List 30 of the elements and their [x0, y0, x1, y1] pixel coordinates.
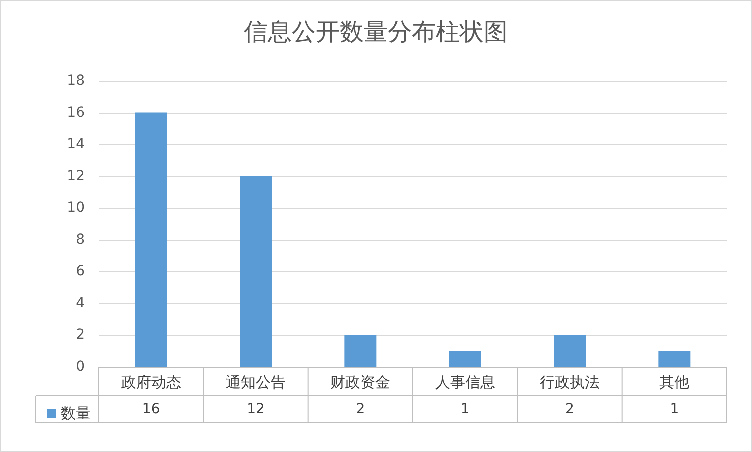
y-tick-label: 0: [76, 359, 85, 375]
bar: [449, 351, 482, 367]
bar: [554, 335, 586, 367]
data-label: 2: [566, 402, 574, 418]
data-label: 16: [142, 402, 160, 418]
data-label: 12: [247, 402, 265, 418]
x-tick-label: 其他: [660, 374, 690, 392]
data-label: 2: [356, 402, 366, 418]
y-tick-label: 14: [67, 136, 86, 153]
y-tick-label: 18: [67, 73, 85, 89]
bar: [135, 112, 168, 367]
x-tick-label: 政府动态: [121, 374, 182, 392]
y-tick-label: 10: [67, 200, 85, 216]
y-tick-label: 4: [76, 295, 86, 312]
y-tick-label: 6: [76, 264, 86, 280]
bar: [240, 176, 272, 367]
y-tick-label: 12: [67, 168, 85, 184]
y-tick-label: 8: [76, 232, 85, 248]
data-label: 1: [670, 402, 680, 418]
x-tick-label: 通知公告: [226, 374, 286, 392]
bar: [344, 335, 377, 367]
data-label: 1: [460, 402, 470, 418]
x-tick-label: 行政执法: [540, 374, 600, 392]
x-tick-label: 财政资金: [330, 374, 391, 392]
x-tick-label: 人事信息: [435, 374, 496, 392]
chart-title: 信息公开数量分布柱状图: [244, 18, 508, 46]
legend-label: 数量: [61, 404, 91, 422]
y-tick-label: 16: [67, 104, 86, 121]
y-tick-label: 2: [76, 327, 85, 344]
bar: [658, 351, 691, 367]
